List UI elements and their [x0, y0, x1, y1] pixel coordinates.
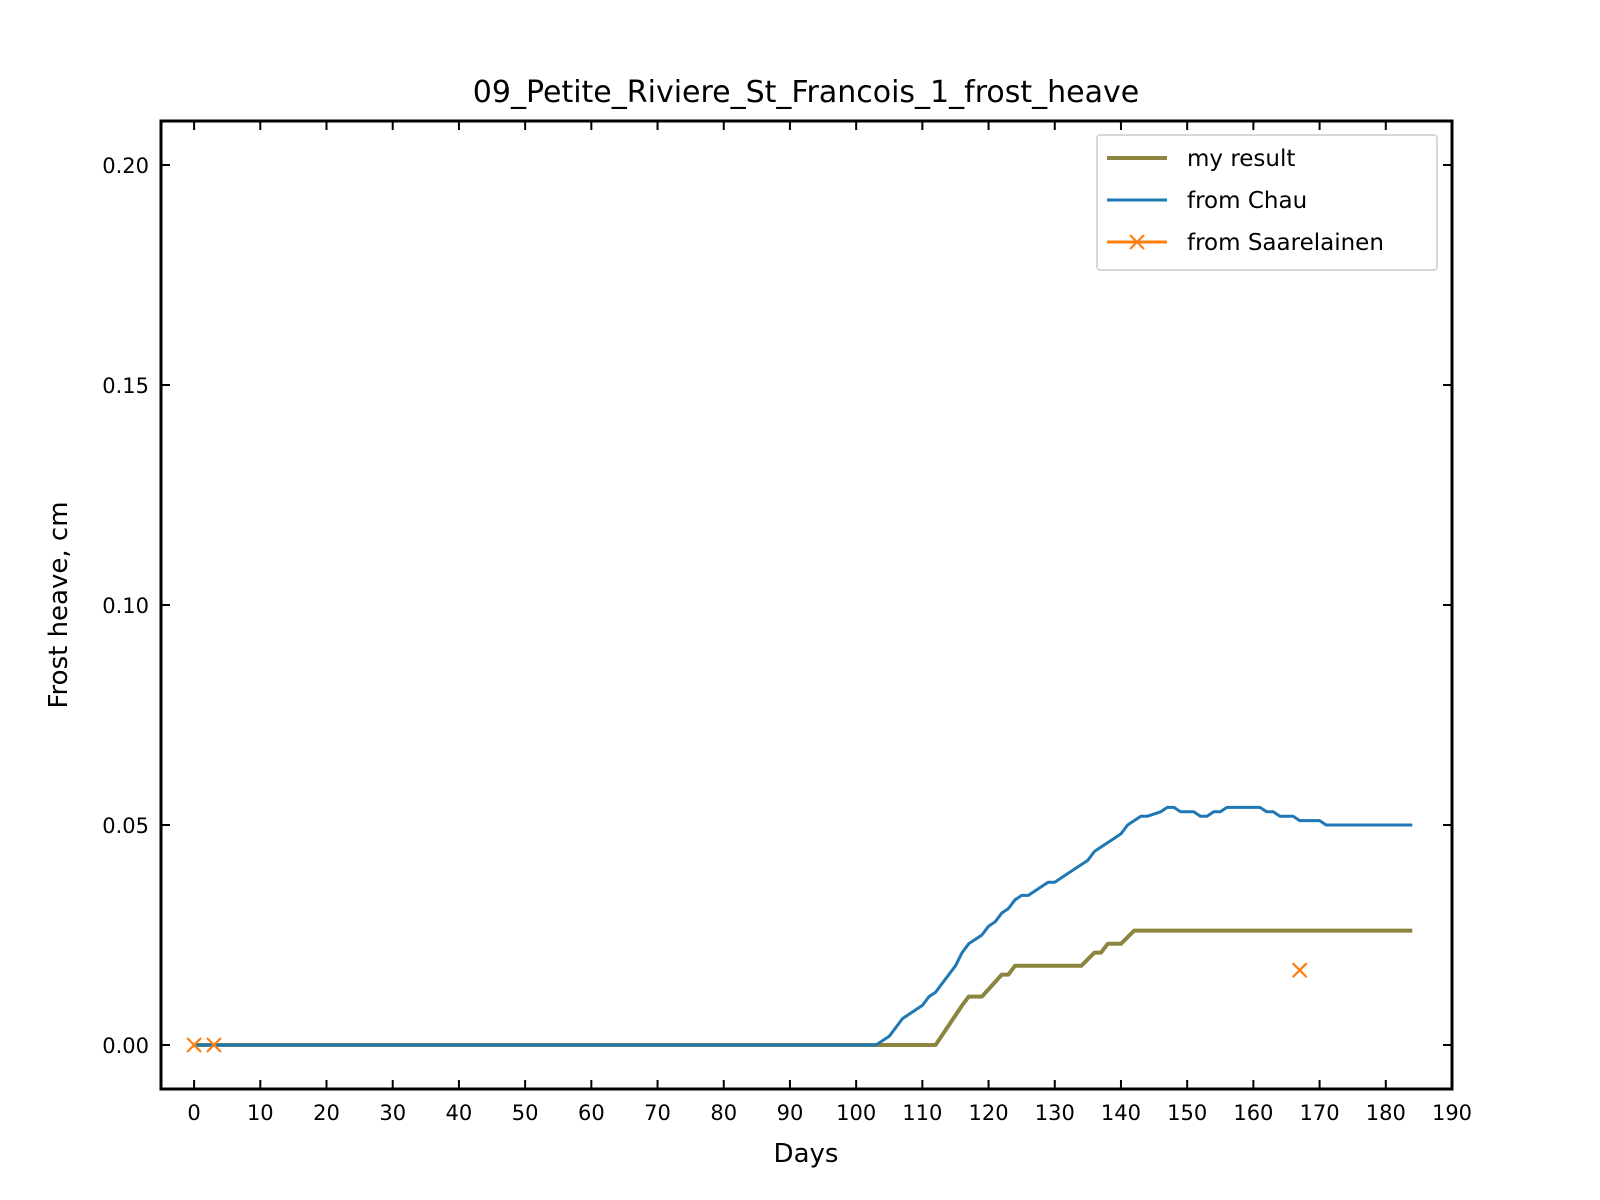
x-tick-label: 50	[512, 1101, 539, 1125]
legend-label: from Saarelainen	[1187, 230, 1384, 256]
y-tick-label: 0.10	[102, 594, 149, 618]
x-axis-label: Days	[774, 1139, 839, 1169]
x-tick-label: 30	[379, 1101, 406, 1125]
data-point-from-saarelainen	[186, 1037, 202, 1053]
y-tick-label: 0.20	[102, 154, 149, 178]
x-tick-label: 170	[1300, 1101, 1340, 1125]
legend-label: my result	[1187, 146, 1295, 172]
x-tick-label: 180	[1366, 1101, 1406, 1125]
x-tick-label: 10	[247, 1101, 274, 1125]
legend: my result from Chau from Saarelainen	[1096, 134, 1438, 271]
legend-label: from Chau	[1187, 188, 1307, 214]
series-line-my-result	[194, 928, 1413, 1047]
x-tick-label: 100	[836, 1101, 876, 1125]
plot-area-frame	[159, 119, 1454, 1091]
x-tick-label: 110	[902, 1101, 942, 1125]
legend-item-from-saarelainen: from Saarelainen	[1107, 230, 1384, 256]
legend-item-from-chau: from Chau	[1107, 188, 1307, 214]
x-tick-label: 60	[578, 1101, 605, 1125]
legend-box	[1096, 134, 1438, 271]
y-tick-label: 0.05	[102, 814, 149, 838]
chart-title: 09_Petite_Riviere_St_Francois_1_frost_he…	[473, 75, 1139, 110]
data-point-from-saarelainen	[1291, 962, 1308, 978]
x-tick-label: 130	[1035, 1101, 1075, 1125]
x-tick-label: 90	[777, 1101, 804, 1125]
y-tick-label: 0.00	[102, 1034, 149, 1058]
x-tick-label: 120	[969, 1101, 1009, 1125]
x-tick-label: 20	[313, 1101, 340, 1125]
ticks-layer: 0 10 20 30 40 50 60 70 80 90 100 110 120 130 140 150 160…	[102, 121, 1472, 1125]
x-tick-label: 190	[1432, 1101, 1472, 1125]
legend-marker-x	[1129, 234, 1145, 250]
legend-item-my-result: my result	[1107, 146, 1295, 172]
x-tick-label: 150	[1167, 1101, 1207, 1125]
series-line-from-chau	[194, 805, 1413, 1047]
y-axis-label: Frost heave, cm	[44, 501, 74, 708]
series-layer	[186, 805, 1413, 1053]
x-tick-label: 80	[710, 1101, 737, 1125]
y-tick-label: 0.15	[102, 374, 149, 398]
x-tick-label: 140	[1101, 1101, 1141, 1125]
x-tick-label: 160	[1233, 1101, 1273, 1125]
x-tick-label: 40	[446, 1101, 473, 1125]
x-tick-label: 70	[644, 1101, 671, 1125]
x-tick-label: 0	[187, 1101, 200, 1125]
data-point-from-saarelainen	[206, 1037, 222, 1053]
